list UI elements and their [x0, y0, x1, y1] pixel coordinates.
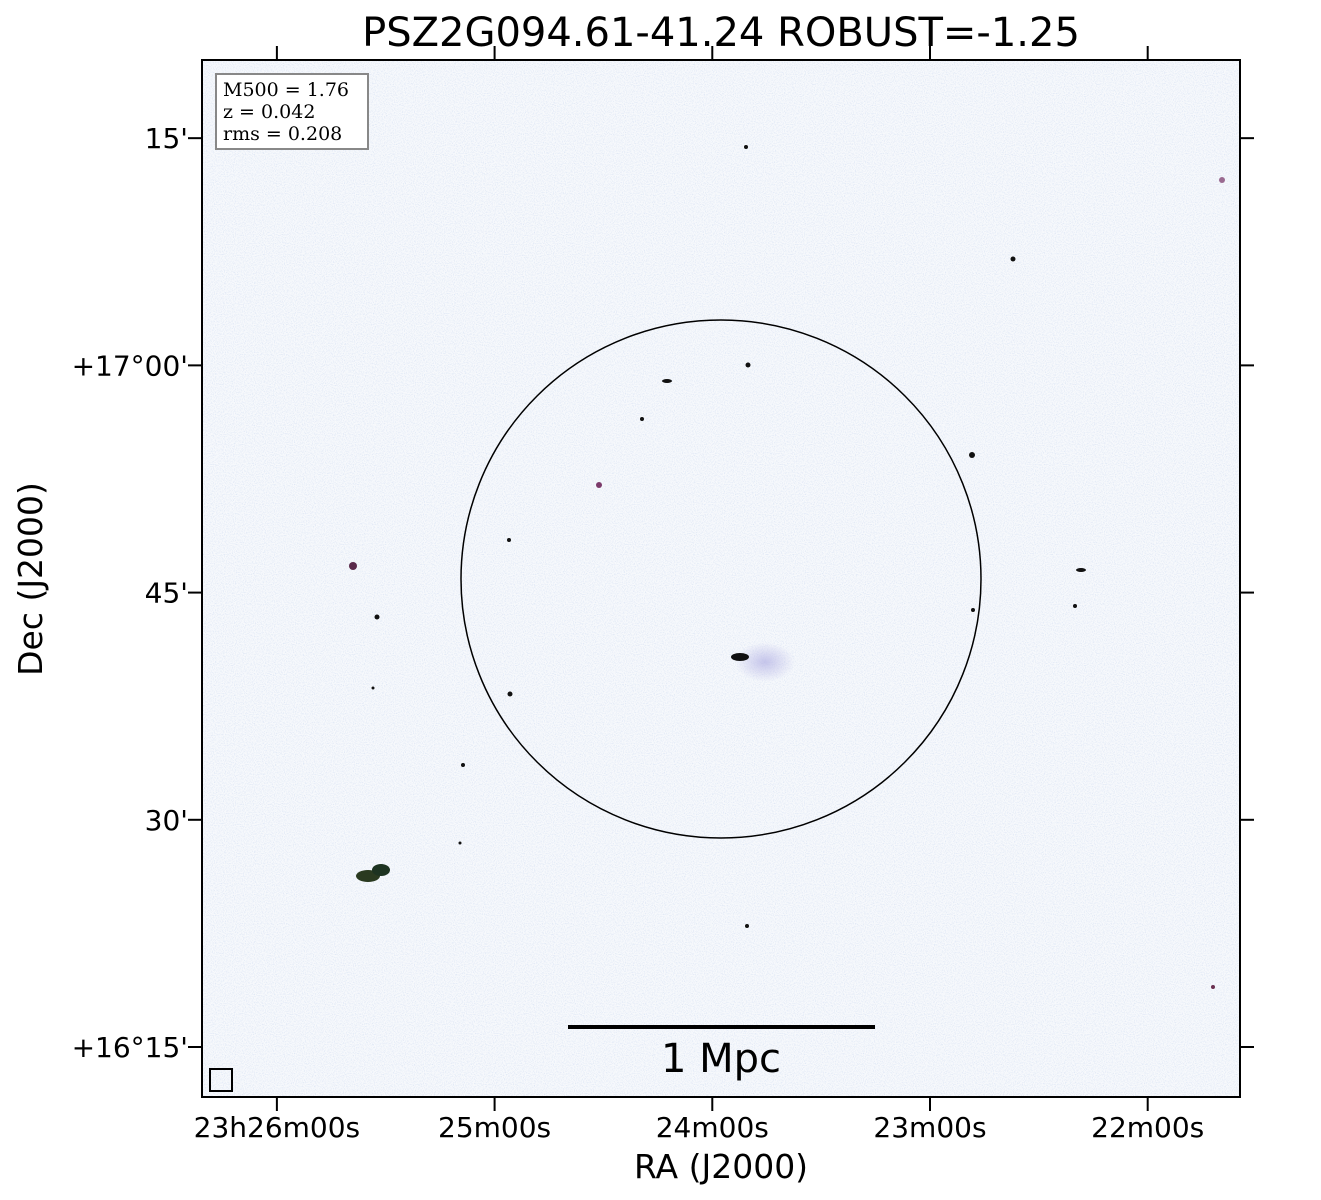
image: [202, 60, 1240, 1097]
annotation: z = 0.042: [223, 101, 315, 123]
x-axis-label: RA (J2000): [634, 1147, 808, 1186]
x-tick-label: 25m00s: [438, 1111, 551, 1144]
x-tick-label: 22m00s: [1091, 1111, 1204, 1144]
x-tick-label: 23h26m00s: [194, 1111, 361, 1144]
scale-bar-label: 1 Mpc: [661, 1036, 781, 1082]
annotation: M500 = 1.76: [223, 79, 349, 101]
plot-frame: [201, 59, 1241, 1098]
x-tick-label: 24m00s: [656, 1111, 769, 1144]
y-tick-label: 15': [145, 122, 188, 155]
info-text: M500 = 1.76 z = 0.042 rms = 0.208: [223, 79, 349, 145]
y-axis-label: Dec (J2000): [11, 482, 50, 676]
chart-title: PSZ2G094.61-41.24 ROBUST=-1.25: [362, 10, 1080, 56]
y-tick-label: 30': [145, 804, 188, 837]
y-tick-label: 45': [145, 577, 188, 610]
annotation: rms = 0.208: [223, 123, 342, 145]
y-tick-label: +17°00': [72, 349, 188, 382]
y-tick-label: +16°15': [72, 1031, 188, 1064]
info-box: [215, 73, 369, 150]
x-tick-label: 23m00s: [873, 1111, 986, 1144]
